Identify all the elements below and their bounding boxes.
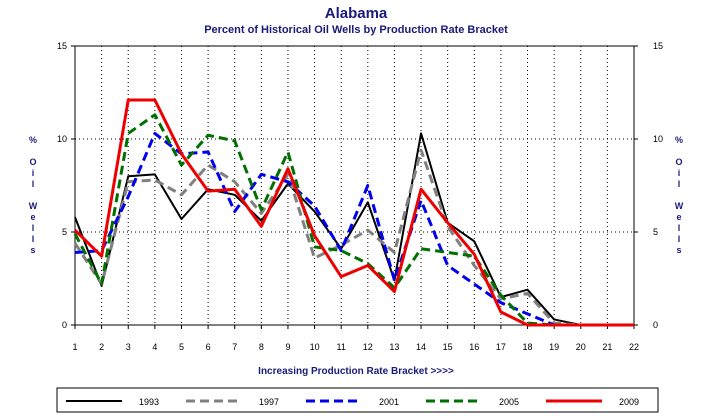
y-axis-label-char: l (32, 223, 35, 233)
y-tick-label-left: 5 (62, 227, 67, 237)
x-tick-label: 10 (310, 342, 320, 352)
x-tick-label: 18 (523, 342, 533, 352)
y-axis-label-char: i (32, 168, 35, 178)
y-axis-label-char: O (29, 157, 36, 167)
x-tick-label: 8 (259, 342, 264, 352)
x-tick-label: 11 (337, 342, 346, 352)
y-axis-label-char: l (32, 234, 35, 244)
y-axis-label-char: l (32, 179, 35, 189)
y-tick-label-left: 0 (62, 320, 67, 330)
chart-title: Alabama (325, 5, 388, 22)
series-line-2001 (74, 131, 634, 327)
y-axis-label-char: l (678, 234, 681, 244)
legend-label-2001: 2001 (379, 397, 399, 407)
x-tick-label: 4 (152, 342, 157, 352)
y-axis-label-char: W (29, 201, 38, 211)
x-tick-label: 6 (206, 342, 211, 352)
x-tick-label: 13 (389, 342, 399, 352)
chart-subtitle: Percent of Historical Oil Wells by Produ… (204, 24, 508, 36)
x-tick-label: 3 (126, 342, 131, 352)
y-axis-label-char: O (675, 157, 682, 167)
x-tick-label: 1 (72, 342, 77, 352)
x-tick-label: 15 (443, 342, 453, 352)
x-tick-label: 7 (232, 342, 237, 352)
series-line-1993 (74, 132, 634, 326)
y-axis-label-char: W (675, 201, 684, 211)
plot-frame (74, 45, 635, 326)
y-tick-label-left: 10 (57, 134, 67, 144)
y-tick-label-right: 10 (653, 134, 663, 144)
x-tick-label: 22 (629, 342, 639, 352)
x-tick-label: 17 (496, 342, 506, 352)
legend-label-1997: 1997 (259, 397, 279, 407)
x-tick-label: 19 (549, 342, 559, 352)
x-tick-label: 16 (469, 342, 479, 352)
x-tick-label: 21 (602, 342, 612, 352)
y-tick-label-right: 5 (653, 227, 658, 237)
y-axis-label-char: l (678, 179, 681, 189)
series-line-2009 (73, 98, 634, 327)
y-axis-label-char: l (678, 223, 681, 233)
x-axis-label: Increasing Production Rate Bracket >>>> (258, 366, 454, 377)
x-tick-label: 14 (416, 342, 426, 352)
y-axis-label-char: e (30, 212, 35, 222)
series-lines (73, 98, 634, 327)
x-tick-label: 2 (99, 342, 104, 352)
y-axis-label-char: i (678, 168, 681, 178)
y-axis-label-char: s (676, 245, 681, 255)
x-tick-label: 5 (179, 342, 184, 352)
legend: 1993 1997 2001 2005 2009 (66, 397, 639, 407)
y-tick-label-right: 15 (653, 41, 663, 51)
series-line-2005 (73, 113, 634, 327)
x-tick-label: 9 (285, 342, 290, 352)
y-axis-label-char: % (29, 135, 37, 145)
legend-label-2005: 2005 (499, 397, 519, 407)
legend-label-2009: 2009 (619, 397, 639, 407)
y-axis-label-char: s (30, 245, 35, 255)
y-axis-label-char: e (676, 212, 681, 222)
y-axis-label-char: % (675, 135, 683, 145)
series-line-1997 (73, 148, 634, 327)
legend-label-1993: 1993 (139, 397, 159, 407)
y-tick-label-left: 15 (57, 41, 67, 51)
axis-ticks: 1 2 3 4 5 6 7 8 9 10 11 12 13 14 15 16 17 18 19 20 21 220 05 51… (57, 41, 663, 352)
y-tick-label-right: 0 (653, 320, 658, 330)
x-tick-label: 20 (576, 342, 586, 352)
x-tick-label: 12 (363, 342, 373, 352)
grid (75, 46, 634, 325)
